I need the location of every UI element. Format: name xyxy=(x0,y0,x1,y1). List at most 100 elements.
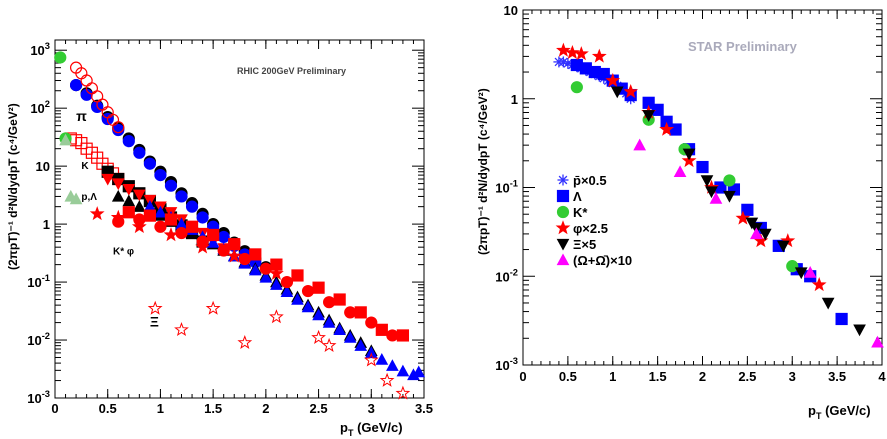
x-tick-label: 1 xyxy=(157,401,164,416)
series-4 xyxy=(610,86,866,337)
left-series-labels: π Kp,Λ K* φ Ξ xyxy=(76,108,159,330)
data-point xyxy=(556,42,571,57)
asterisk-stroke xyxy=(563,59,573,68)
series-label: p,Λ xyxy=(81,192,97,203)
data-point xyxy=(835,312,848,326)
data-point xyxy=(269,309,284,324)
x-tick-label: 2.5 xyxy=(738,369,756,384)
data-point xyxy=(723,174,736,187)
data-point xyxy=(871,335,884,348)
legend-label: Ξ×5 xyxy=(573,237,596,252)
data-point xyxy=(412,365,426,378)
data-point xyxy=(112,121,125,134)
data-point xyxy=(248,263,262,276)
left-x-axis-label: pT (GeV/c) xyxy=(340,420,403,438)
data-point xyxy=(147,300,163,315)
y-tick-label: 10-2 xyxy=(27,331,50,348)
data-point xyxy=(354,306,367,319)
left-axis-ticks: 0 0.5 1 1.5 2 2.5 3 3.5 10-3 10-2 10-1 1 10 102 103 xyxy=(27,40,433,416)
x-tick-label: 0.5 xyxy=(99,401,117,416)
data-point xyxy=(723,190,736,203)
data-point xyxy=(786,260,799,273)
data-point xyxy=(238,252,251,266)
x-tick-label: 0 xyxy=(519,369,526,384)
data-point xyxy=(375,353,389,365)
data-point xyxy=(570,81,583,94)
data-point xyxy=(573,46,589,61)
left-y-axis-label: (2πpT)⁻¹ d²N/dydpT (c⁴/GeV²) xyxy=(6,103,20,270)
data-point xyxy=(291,292,304,305)
data-point xyxy=(396,364,410,377)
data-point xyxy=(133,200,146,212)
legend-label: Λ xyxy=(573,189,582,204)
x-tick-label: 3.5 xyxy=(828,369,846,384)
legend-label: K* xyxy=(573,205,588,220)
legend-label: φ×2.5 xyxy=(573,221,608,236)
data-point xyxy=(312,281,325,294)
right-chart: 0 0.5 1 1.5 2 2.5 3 3.5 4 10-3 10-2 10-1 1 10 STAR Pr… xyxy=(476,3,886,421)
data-point xyxy=(803,266,817,278)
data-point xyxy=(174,322,189,337)
series-8 xyxy=(122,206,410,342)
y-tick-label: 103 xyxy=(30,41,50,58)
data-point xyxy=(651,103,664,116)
left-chart: 0 0.5 1 1.5 2 2.5 3 3.5 10-3 10-2 10-1 1 10 102 103 π K… xyxy=(6,39,433,438)
right-axis-ticks: 0 0.5 1 1.5 2 2.5 3 3.5 4 10-3 10-2 10-1 1 10 xyxy=(495,3,886,384)
series-label: K* φ xyxy=(113,246,134,257)
data-point xyxy=(59,133,72,146)
series-label: K xyxy=(81,161,89,172)
legend-label: p̄×0.5 xyxy=(573,173,607,188)
data-point xyxy=(682,148,696,161)
asterisk-stroke xyxy=(559,57,568,67)
data-point xyxy=(386,329,399,342)
y-tick-label: 1 xyxy=(43,217,50,232)
data-point xyxy=(163,227,179,242)
data-point xyxy=(111,189,125,202)
data-point xyxy=(321,337,337,352)
data-point xyxy=(228,238,241,251)
series-2 xyxy=(69,61,125,134)
right-data-marks xyxy=(553,42,884,348)
data-point xyxy=(143,209,156,222)
y-tick-label: 10-1 xyxy=(27,273,50,290)
x-tick-label: 3 xyxy=(368,401,375,416)
data-point xyxy=(365,316,378,329)
data-point xyxy=(564,44,580,59)
data-point xyxy=(343,331,357,343)
data-point xyxy=(642,110,655,122)
data-point xyxy=(659,121,674,136)
data-point xyxy=(196,211,209,224)
data-point xyxy=(101,173,115,186)
data-point xyxy=(375,323,388,336)
right-y-axis-label: (2πpT)⁻¹ d²N/dydpT (c⁴/GeV²) xyxy=(476,88,490,255)
data-point xyxy=(259,262,272,275)
data-point xyxy=(164,213,178,226)
data-point xyxy=(154,169,167,182)
y-tick-label: 10 xyxy=(36,159,50,174)
data-point xyxy=(591,48,607,63)
asterisk-stroke xyxy=(558,175,568,185)
y-tick-label: 10-2 xyxy=(495,267,518,284)
data-point xyxy=(312,308,325,321)
data-point xyxy=(269,265,284,280)
series-10 xyxy=(89,206,284,280)
data-point xyxy=(700,175,714,188)
data-point xyxy=(259,270,273,283)
data-point xyxy=(333,323,346,336)
data-point xyxy=(794,267,808,280)
x-tick-label: 2 xyxy=(262,401,269,416)
data-point xyxy=(217,244,230,257)
data-point xyxy=(122,194,136,207)
data-point xyxy=(185,200,199,213)
left-annotation: RHIC 200GeV Preliminary xyxy=(237,66,346,76)
data-point xyxy=(605,72,621,87)
left-data-marks xyxy=(54,51,426,400)
data-point xyxy=(195,239,210,254)
x-tick-label: 2.5 xyxy=(310,401,328,416)
data-point xyxy=(291,269,304,282)
data-point xyxy=(741,203,754,216)
data-point xyxy=(69,79,83,92)
data-point xyxy=(175,190,188,203)
data-point xyxy=(185,220,199,233)
